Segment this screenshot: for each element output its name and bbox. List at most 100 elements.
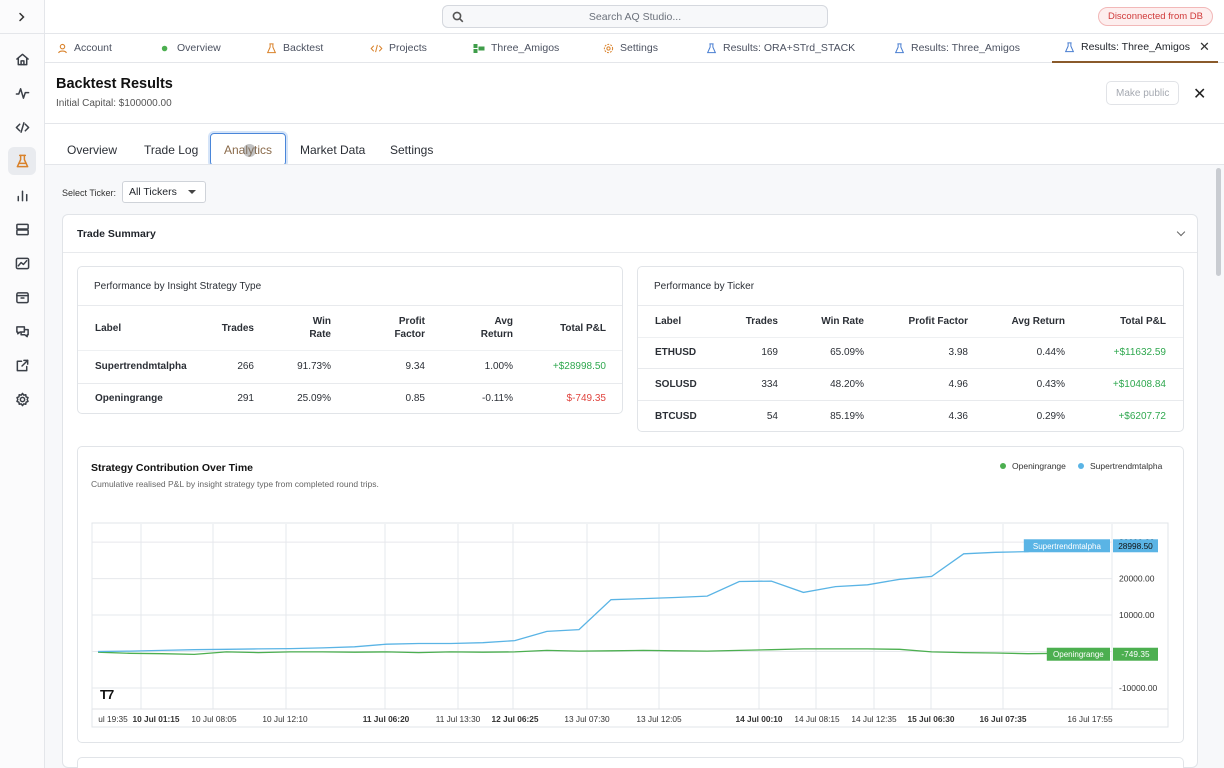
col-header-label: Label xyxy=(655,316,682,327)
cell-profit-factor: 4.96 xyxy=(948,379,968,390)
archive-icon xyxy=(15,291,29,303)
chat-icon xyxy=(15,325,29,337)
flask-icon xyxy=(16,154,28,167)
cell-profit-factor: 4.36 xyxy=(948,411,968,422)
col-header-win-rate: Win Rate xyxy=(309,316,331,340)
vertical-scrollbar[interactable] xyxy=(1216,168,1221,276)
blocks-icon xyxy=(473,43,485,53)
cell-total-pnl: +$11632.59 xyxy=(1113,347,1166,358)
col-header-avg-return: Avg Return xyxy=(480,316,513,340)
tab-projects[interactable]: Projects xyxy=(370,34,427,62)
cell-trades: 291 xyxy=(237,393,254,404)
cell-profit-factor: 3.98 xyxy=(948,347,968,358)
col-header-total-pnl: Total P&L xyxy=(560,323,606,334)
next-card xyxy=(77,757,1184,768)
search-icon xyxy=(452,11,464,23)
tab-settings[interactable]: Settings xyxy=(603,34,658,62)
cell-total-pnl: +$6207.72 xyxy=(1118,411,1166,422)
divider xyxy=(638,400,1183,401)
rail-market[interactable] xyxy=(8,249,36,277)
rail-settings[interactable] xyxy=(8,385,36,413)
divider xyxy=(45,123,1224,124)
left-rail xyxy=(0,0,45,768)
tab-label: Results: Three_Amigos xyxy=(911,42,1020,54)
chart-title: Strategy Contribution Over Time xyxy=(91,462,253,474)
trade-summary-header[interactable]: Trade Summary xyxy=(63,215,1197,253)
legend-label: Openingrange xyxy=(1012,461,1066,471)
cell-label: Openingrange xyxy=(95,393,163,404)
rail-messages[interactable] xyxy=(8,317,36,345)
rail-charts[interactable] xyxy=(8,181,36,209)
line-chart-icon xyxy=(15,257,29,269)
tab-three-amigos[interactable]: Three_Amigos xyxy=(473,34,559,62)
tab-backtest[interactable]: Backtest xyxy=(266,34,323,62)
tab-label: Results: Three_Amigos xyxy=(1081,41,1190,53)
close-results-icon[interactable]: ✕ xyxy=(1193,86,1207,103)
dot-icon xyxy=(161,45,168,51)
divider xyxy=(45,164,1224,165)
flask-icon xyxy=(894,42,905,53)
cell-win-rate: 91.73% xyxy=(297,361,331,372)
chevron-right-icon xyxy=(19,12,25,21)
mouse-cursor xyxy=(243,144,256,157)
page-title: Backtest Results xyxy=(56,76,173,92)
col-header-win-rate: Win Rate xyxy=(821,316,864,327)
tab-label: Backtest xyxy=(283,42,324,54)
flask-icon xyxy=(1064,41,1075,52)
cell-avg-return: 0.29% xyxy=(1036,411,1065,422)
cell-win-rate: 65.09% xyxy=(830,347,864,358)
col-header-trades: Trades xyxy=(221,323,254,334)
subtab-overview[interactable]: Overview xyxy=(67,143,118,157)
cell-win-rate: 25.09% xyxy=(297,393,331,404)
initial-capital: Initial Capital: $100000.00 xyxy=(56,98,172,109)
tab-account[interactable]: Account xyxy=(57,34,112,62)
chart-subtitle: Cumulative realised P&L by insight strat… xyxy=(91,479,379,489)
ticker-select-label: Select Ticker: xyxy=(62,188,117,198)
cell-win-rate: 85.19% xyxy=(830,411,864,422)
legend-item-openingrange[interactable]: Openingrange xyxy=(1000,461,1066,471)
rail-store[interactable] xyxy=(8,283,36,311)
tab-results-three-amigos-1[interactable]: Results: Three_Amigos xyxy=(894,34,1020,62)
col-header-profit-factor: Profit Factor xyxy=(908,316,968,327)
legend-label: Supertrendmtalpha xyxy=(1090,461,1163,471)
expand-sidebar-button[interactable] xyxy=(0,0,44,34)
global-search-input[interactable]: Search AQ Studio... xyxy=(442,5,828,28)
legend-item-supertrendmtalpha[interactable]: Supertrendmtalpha xyxy=(1078,461,1162,471)
tab-results-three-amigos-active[interactable]: Results: Three_Amigos ✕ xyxy=(1052,34,1218,63)
tab-label: Projects xyxy=(389,42,427,54)
legend-swatch xyxy=(1078,463,1084,469)
rail-backtest[interactable] xyxy=(8,147,36,175)
close-tab-icon[interactable]: ✕ xyxy=(1198,39,1210,54)
tab-results-ora[interactable]: Results: ORA+STrd_STACK xyxy=(706,34,855,62)
cell-win-rate: 48.20% xyxy=(830,379,864,390)
ticker-select[interactable]: All Tickers xyxy=(122,181,206,203)
divider xyxy=(638,337,1183,338)
cell-trades: 169 xyxy=(761,347,778,358)
rail-home[interactable] xyxy=(8,45,36,73)
rail-activity[interactable] xyxy=(8,79,36,107)
subtab-settings[interactable]: Settings xyxy=(390,143,434,157)
code-icon xyxy=(370,44,383,52)
rail-code[interactable] xyxy=(8,113,36,141)
cell-avg-return: 1.00% xyxy=(484,361,513,372)
cell-total-pnl: $-749.35 xyxy=(566,393,606,404)
subtab-trade-log[interactable]: Trade Log xyxy=(144,143,199,157)
tab-overview[interactable]: Overview xyxy=(160,34,221,62)
caret-down-icon xyxy=(188,190,196,194)
cell-profit-factor: 9.34 xyxy=(405,361,425,372)
strategy-performance-card: Performance by Insight Strategy Type Lab… xyxy=(77,266,623,414)
rail-external[interactable] xyxy=(8,351,36,379)
cell-label: BTCUSD xyxy=(655,411,697,422)
tab-label: Account xyxy=(74,42,112,54)
cell-label: ETHUSD xyxy=(655,347,697,358)
gear-icon xyxy=(603,43,614,53)
make-public-button[interactable]: Make public xyxy=(1106,81,1180,105)
rail-servers[interactable] xyxy=(8,215,36,243)
gear-icon xyxy=(15,392,29,406)
col-header-total-pnl: Total P&L xyxy=(1120,316,1166,327)
subtab-market-data[interactable]: Market Data xyxy=(300,143,366,157)
tab-label: Results: ORA+STrd_STACK xyxy=(723,42,856,54)
db-status-badge: Disconnected from DB xyxy=(1097,7,1213,26)
divider xyxy=(78,350,622,351)
